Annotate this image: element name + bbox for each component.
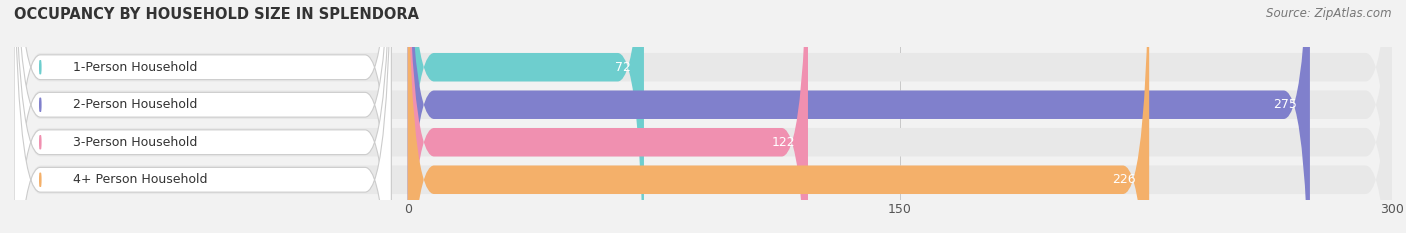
FancyBboxPatch shape (14, 0, 1392, 233)
FancyBboxPatch shape (408, 0, 808, 233)
Text: 3-Person Household: 3-Person Household (73, 136, 197, 149)
FancyBboxPatch shape (14, 0, 1392, 233)
Text: 226: 226 (1112, 173, 1136, 186)
FancyBboxPatch shape (14, 0, 1392, 233)
FancyBboxPatch shape (14, 0, 391, 233)
FancyBboxPatch shape (14, 0, 391, 233)
Text: 4+ Person Household: 4+ Person Household (73, 173, 208, 186)
Text: 72: 72 (614, 61, 631, 74)
Text: 2-Person Household: 2-Person Household (73, 98, 197, 111)
FancyBboxPatch shape (408, 0, 1149, 233)
Text: OCCUPANCY BY HOUSEHOLD SIZE IN SPLENDORA: OCCUPANCY BY HOUSEHOLD SIZE IN SPLENDORA (14, 7, 419, 22)
FancyBboxPatch shape (408, 0, 644, 233)
Text: 122: 122 (772, 136, 794, 149)
Text: Source: ZipAtlas.com: Source: ZipAtlas.com (1267, 7, 1392, 20)
FancyBboxPatch shape (408, 0, 1310, 233)
FancyBboxPatch shape (14, 0, 391, 233)
FancyBboxPatch shape (14, 0, 391, 233)
Text: 275: 275 (1272, 98, 1296, 111)
FancyBboxPatch shape (14, 0, 1392, 233)
Text: 1-Person Household: 1-Person Household (73, 61, 197, 74)
